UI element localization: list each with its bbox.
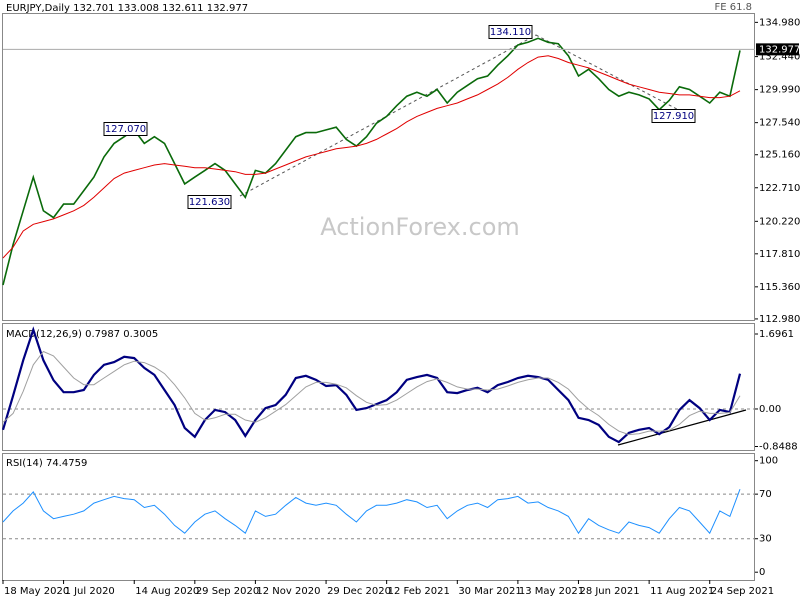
x-tick-label: 29 Sep 2020 [196,586,259,597]
y-tick-label: 70 [759,489,772,500]
series-line [2,350,741,436]
y-tick-label: 125.160 [759,150,800,161]
y-tick-label: 134.980 [759,17,800,28]
macd-trendline [617,409,747,446]
x-tick-label: 18 May 2020 [4,586,69,597]
annotation-box [651,109,696,123]
y-tick-label: 30 [759,534,772,545]
annotation-box [187,195,232,209]
y-tick-label: 132.440 [759,52,800,63]
y-tick-label: 0.00 [759,404,781,415]
macd-title: MACD(12,26,9) 0.7987 0.3005 [6,329,158,340]
annotation: 121.630 [189,197,230,208]
x-tick-label: 24 Sep 2021 [711,586,774,597]
price-label: 132.977 [759,44,800,55]
rsi-panel [2,453,755,581]
x-tick-label: 1 Jul 2020 [65,586,115,597]
x-tick-label: 28 Jun 2021 [579,586,639,597]
x-tick-label: 11 Aug 2021 [650,586,714,597]
x-tick-label: 13 May 2021 [519,586,584,597]
x-tick-label: 29 Dec 2020 [327,586,391,597]
x-tick-label: 12 Feb 2021 [388,586,450,597]
y-tick-label: 120.220 [759,216,800,227]
annotation: 127.910 [653,111,694,122]
y-tick-label: 112.980 [759,314,800,325]
fe-label: FE 61.8 [714,2,752,13]
annotation-box [103,122,148,136]
price-box [756,43,799,56]
y-tick-label: 100 [759,456,778,467]
y-tick-label: 0 [759,567,765,578]
rsi-title: RSI(14) 74.4759 [6,458,87,469]
y-tick-label: -0.8488 [759,441,798,452]
x-tick-label: 14 Aug 2020 [135,586,199,597]
y-tick-label: 129.990 [759,85,800,96]
y-tick-label: 1.6961 [759,329,794,340]
y-tick-label: 122.710 [759,183,800,194]
watermark: ActionForex.com [320,213,520,241]
chart-title: EURJPY,Daily 132.701 133.008 132.611 132… [6,3,248,14]
annotation-box [488,25,533,39]
annotation: 127.070 [105,124,146,135]
y-tick-label: 115.360 [759,282,800,293]
x-tick-label: 12 Nov 2020 [256,586,320,597]
price-panel [2,13,755,321]
y-tick-label: 117.810 [759,249,800,260]
series-line [1,326,742,444]
macd-panel [2,323,755,451]
annotation: 134.110 [490,27,531,38]
series-line [2,55,741,259]
series-line [2,489,741,535]
x-tick-label: 30 Mar 2021 [458,586,521,597]
y-tick-label: 127.540 [759,118,800,129]
